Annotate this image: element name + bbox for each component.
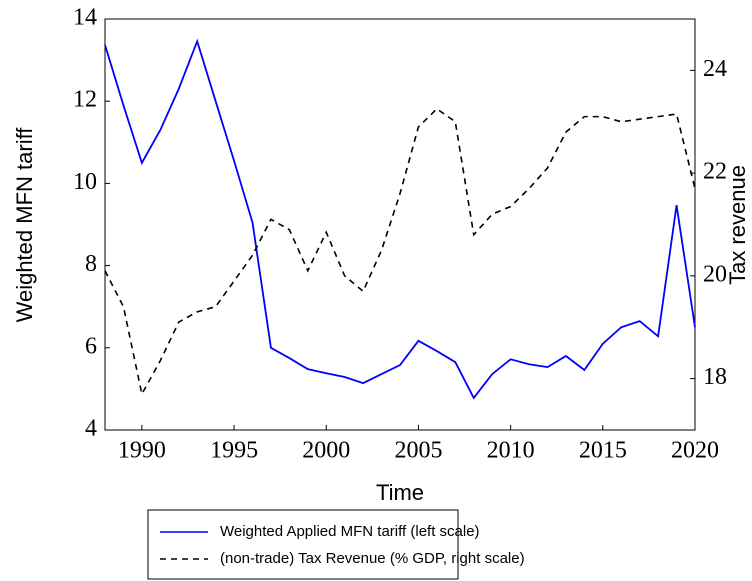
legend-label: Weighted Applied MFN tariff (left scale) <box>220 523 480 540</box>
y-tick-label: 14 <box>73 5 97 31</box>
y-axis-label: Weighted MFN tariff <box>12 127 37 323</box>
plot-frame <box>104 18 696 431</box>
legend-label: (non-trade) Tax Revenue (% GDP, right sc… <box>220 550 525 567</box>
x-tick-label: 2005 <box>394 438 442 464</box>
x-tick-label: 2000 <box>302 438 350 464</box>
y-tick-label: 10 <box>73 169 97 195</box>
legend-box <box>147 509 459 580</box>
y-tick-label: 4 <box>85 416 97 442</box>
series-line <box>104 38 696 400</box>
x-axis-label: Time <box>376 480 424 505</box>
y2-tick-label: 22 <box>703 159 727 185</box>
series-line <box>104 107 696 397</box>
x-tick-label: 1995 <box>210 438 258 464</box>
y-tick-label: 6 <box>85 333 97 359</box>
x-tick-label: 1990 <box>118 438 166 464</box>
y-tick-label: 8 <box>85 251 97 277</box>
x-tick-label: 2010 <box>487 438 535 464</box>
x-tick-label: 2015 <box>579 438 627 464</box>
y2-axis-label: Tax revenue <box>725 165 750 285</box>
y2-tick-label: 24 <box>703 56 727 82</box>
y2-tick-label: 20 <box>703 261 727 287</box>
x-tick-label: 2020 <box>671 438 719 464</box>
y2-tick-label: 18 <box>703 364 727 390</box>
y-tick-label: 12 <box>73 87 97 113</box>
